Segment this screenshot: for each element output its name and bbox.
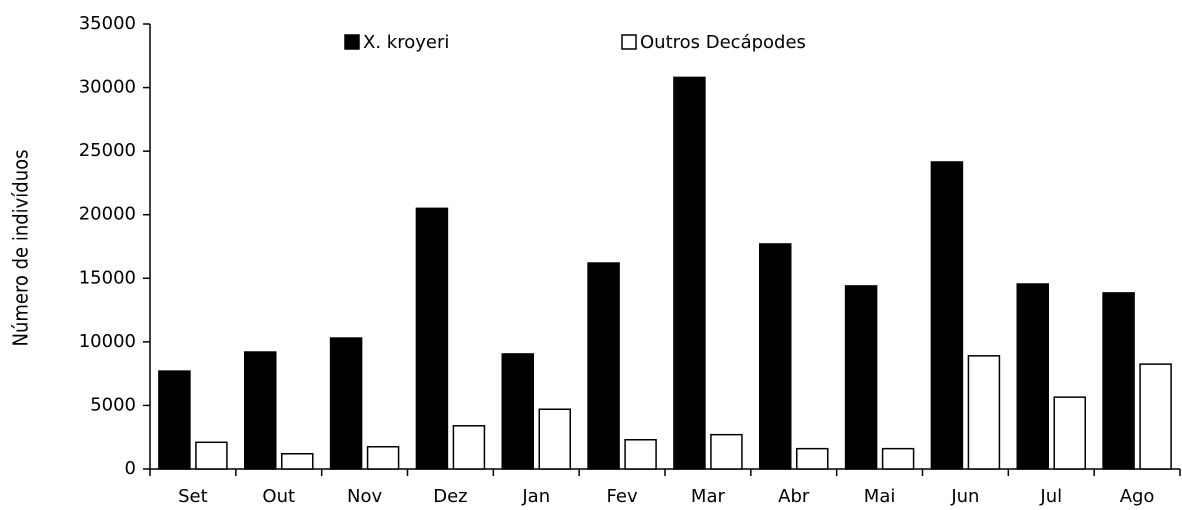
x-tick-label: Mar xyxy=(691,486,726,507)
bar xyxy=(759,243,792,470)
bar xyxy=(673,76,706,470)
bar xyxy=(930,161,964,470)
x-tick-label: Jan xyxy=(521,486,550,507)
y-tick-label: 30000 xyxy=(79,77,136,98)
x-tick-label: Nov xyxy=(347,486,382,507)
x-tick-label: Fev xyxy=(607,486,638,507)
y-tick-label: 10000 xyxy=(79,331,136,352)
bar xyxy=(281,452,314,470)
bar xyxy=(158,370,191,470)
legend-swatch xyxy=(344,34,360,50)
y-tick-label: 15000 xyxy=(79,267,136,288)
legend-swatch xyxy=(621,34,637,50)
bar xyxy=(538,408,571,470)
bar xyxy=(244,351,277,470)
x-tick-label: Ago xyxy=(1120,486,1155,507)
bar xyxy=(587,262,620,470)
x-tick-label: Out xyxy=(262,486,295,507)
x-tick-label: Jun xyxy=(950,486,979,507)
x-tick-label: Jul xyxy=(1039,486,1062,507)
x-tick-label: Dez xyxy=(433,486,467,507)
y-tick-label: 0 xyxy=(125,458,136,479)
x-tick-label: Set xyxy=(178,486,208,507)
bar xyxy=(329,337,363,470)
y-tick-label: 5000 xyxy=(90,394,136,415)
legend-label: Outros Decápodes xyxy=(640,32,806,53)
bar xyxy=(366,446,400,470)
y-tick-label: 25000 xyxy=(79,140,136,161)
bar xyxy=(1139,363,1172,470)
bar xyxy=(881,447,915,470)
bar xyxy=(1016,283,1049,470)
bar xyxy=(710,433,743,470)
bar xyxy=(624,439,657,470)
x-tick-label: Mai xyxy=(864,486,896,507)
bar xyxy=(1102,292,1135,470)
bar xyxy=(1053,396,1086,470)
y-tick-label: 35000 xyxy=(79,13,136,34)
y-tick-label: 20000 xyxy=(79,204,136,225)
legend-label: X. kroyeri xyxy=(363,32,449,53)
bar xyxy=(967,355,1001,470)
bar xyxy=(796,447,829,470)
bar xyxy=(195,441,228,470)
bar xyxy=(415,207,449,470)
x-tick-label: Abr xyxy=(778,486,810,507)
bar xyxy=(452,425,486,470)
bar xyxy=(844,285,878,470)
y-axis-label: Número de indivíduos xyxy=(9,149,33,346)
bar xyxy=(501,353,534,470)
